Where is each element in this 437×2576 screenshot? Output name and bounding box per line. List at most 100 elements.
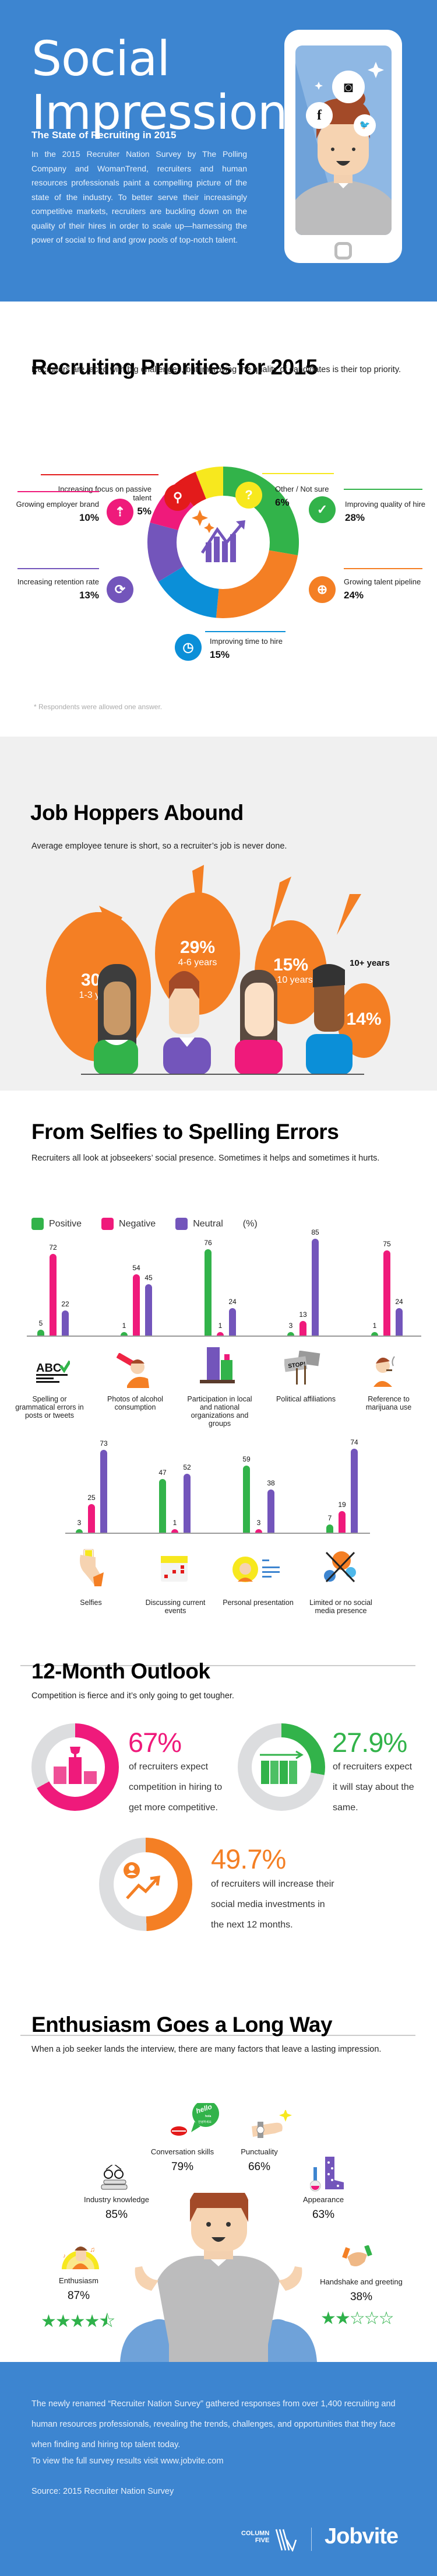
section-divider [20, 1665, 415, 1666]
legend-label: Neutral [193, 1218, 223, 1229]
bar-value-label: 25 [87, 1494, 96, 1502]
spelling-abc-icon: ABC [35, 1354, 72, 1389]
books-glasses-icon [101, 2165, 128, 2190]
title-line-1: Social [31, 31, 170, 87]
impression-label: Conversation skills [150, 2147, 214, 2156]
category-label: Political affiliations [276, 1395, 336, 1403]
priority-passive-talent: Increasing focus on passive talent 5% [41, 485, 151, 517]
facebook-icon: f [306, 102, 333, 129]
no-social-media-icon [324, 1551, 359, 1586]
instagram-icon: ◙ [332, 71, 365, 103]
bar-value-label: 5 [38, 1319, 43, 1328]
bar-negative [133, 1274, 140, 1336]
bar-positive [243, 1465, 250, 1533]
logo-text: FIVE [255, 2537, 270, 2544]
wristwatch-icon [252, 2110, 292, 2138]
page-title: Social Impressions [31, 33, 312, 140]
bar-neutral [267, 1489, 274, 1533]
bar-value-label: 19 [338, 1500, 346, 1509]
legend-neutral: Neutral [175, 1218, 223, 1230]
tenure-pct: 14% [346, 1010, 382, 1029]
svg-text:STOP!: STOP! [288, 1361, 306, 1370]
jobvite-logo[interactable]: Jobvite [325, 2524, 399, 2549]
bar-negative [339, 1510, 346, 1533]
bar-value-label: 3 [256, 1519, 261, 1527]
column-five-mark-icon [275, 2529, 297, 2552]
priorities-donut-chart [147, 467, 299, 618]
stat-value-67: 67% [128, 1727, 182, 1758]
bar-value-label: 3 [77, 1519, 82, 1527]
job-hoppers-section: Job Hoppers Abound Average employee tenu… [0, 737, 437, 1091]
impression-handshake: Handshake and greeting 38% [315, 2277, 408, 2304]
bar-negative [50, 1253, 57, 1336]
bar-value-label: 85 [311, 1228, 319, 1237]
svg-text:안녕하세요: 안녕하세요 [198, 2120, 212, 2124]
globe-icon: ⊕ [309, 576, 336, 603]
footer-source: Source: 2015 Recruiter Nation Survey [31, 2487, 174, 2496]
bar-neutral [229, 1308, 236, 1336]
impression-conversation-skills: Conversation skills 79% [136, 2147, 229, 2174]
chart-baseline-1 [27, 1336, 421, 1337]
bar-value-label: 72 [49, 1243, 57, 1252]
priority-label: Increasing retention rate [17, 577, 99, 586]
category-label: Participation in local and national orga… [187, 1395, 252, 1428]
priority-label: Improving quality of hire [345, 500, 426, 509]
bar-value-label: 54 [132, 1263, 140, 1272]
impression-industry-knowledge: Industry knowledge 85% [70, 2195, 163, 2221]
impression-label: Punctuality [241, 2147, 278, 2156]
bar-positive [37, 1330, 44, 1336]
bar-positive [326, 1524, 333, 1533]
leader-line [344, 568, 422, 569]
bar-value-label: 1 [372, 1322, 377, 1330]
impression-label: Appearance [302, 2195, 344, 2204]
legend-label: Positive [49, 1218, 82, 1229]
category-label: Selfies [80, 1599, 102, 1607]
twitter-icon: 🐦 [354, 114, 376, 136]
person-woman-green [94, 964, 138, 1075]
footer-description: The newly renamed “Recruiter Nation Surv… [31, 2399, 396, 2449]
protest-signs-icon: STOP! [283, 1350, 320, 1386]
calendar-icon [161, 1556, 196, 1591]
impression-label: Handshake and greeting [320, 2277, 403, 2286]
marijuana-smoking-icon [370, 1353, 405, 1388]
column-five-logo[interactable]: COLUMN FIVE [241, 2530, 269, 2544]
person-growth-icon [124, 1862, 160, 1899]
stat-text-67: of recruiters expect competition in hiri… [129, 1762, 223, 1813]
bar-positive [159, 1479, 166, 1533]
priority-label: Other / Not sure [275, 485, 329, 493]
leader-line [17, 568, 99, 569]
clock-icon: ◷ [175, 634, 202, 661]
bar-value-label: 52 [183, 1463, 191, 1471]
bar-neutral [351, 1448, 358, 1533]
priority-label: Growing talent pipeline [344, 577, 421, 586]
bar-neutral [184, 1473, 191, 1533]
selfies-title: From Selfies to Spelling Errors [31, 1120, 339, 1144]
category-label: Photos of alcohol consumption [107, 1395, 163, 1411]
footer: The newly renamed “Recruiter Nation Surv… [0, 2362, 437, 2576]
bar-neutral [396, 1308, 403, 1336]
organizations-buildings-icon [200, 1347, 235, 1383]
stat-value-27-9: 27.9% [332, 1727, 407, 1758]
bar-value-label: 22 [61, 1300, 69, 1309]
impression-pct: 66% [248, 2161, 271, 2173]
impression-label: Enthusiasm [59, 2276, 98, 2285]
impression-pct: 85% [105, 2209, 128, 2221]
impression-appearance: Appearance 63% [277, 2195, 370, 2221]
bar-negative [299, 1320, 306, 1336]
bar-value-label: 74 [350, 1438, 358, 1446]
leader-line [205, 631, 286, 632]
question-mark-icon: ? [235, 482, 262, 509]
priority-pct: 13% [79, 590, 99, 601]
impression-pct: 79% [171, 2161, 194, 2173]
presenter-person-illustration [120, 2193, 317, 2362]
footer-visit-link[interactable]: To view the full survey results visit ww… [31, 2456, 224, 2466]
category-label: Discussing current events [145, 1599, 206, 1615]
people-illustration [81, 964, 364, 1075]
alcohol-drinking-icon [116, 1352, 151, 1388]
bar-value-label: 24 [228, 1298, 237, 1306]
person-man-blue [306, 964, 353, 1075]
handshake-icon [342, 2245, 372, 2266]
legend-unit: (%) [242, 1218, 258, 1229]
bar-value-label: 76 [204, 1238, 212, 1247]
priority-pct: 10% [79, 512, 99, 523]
